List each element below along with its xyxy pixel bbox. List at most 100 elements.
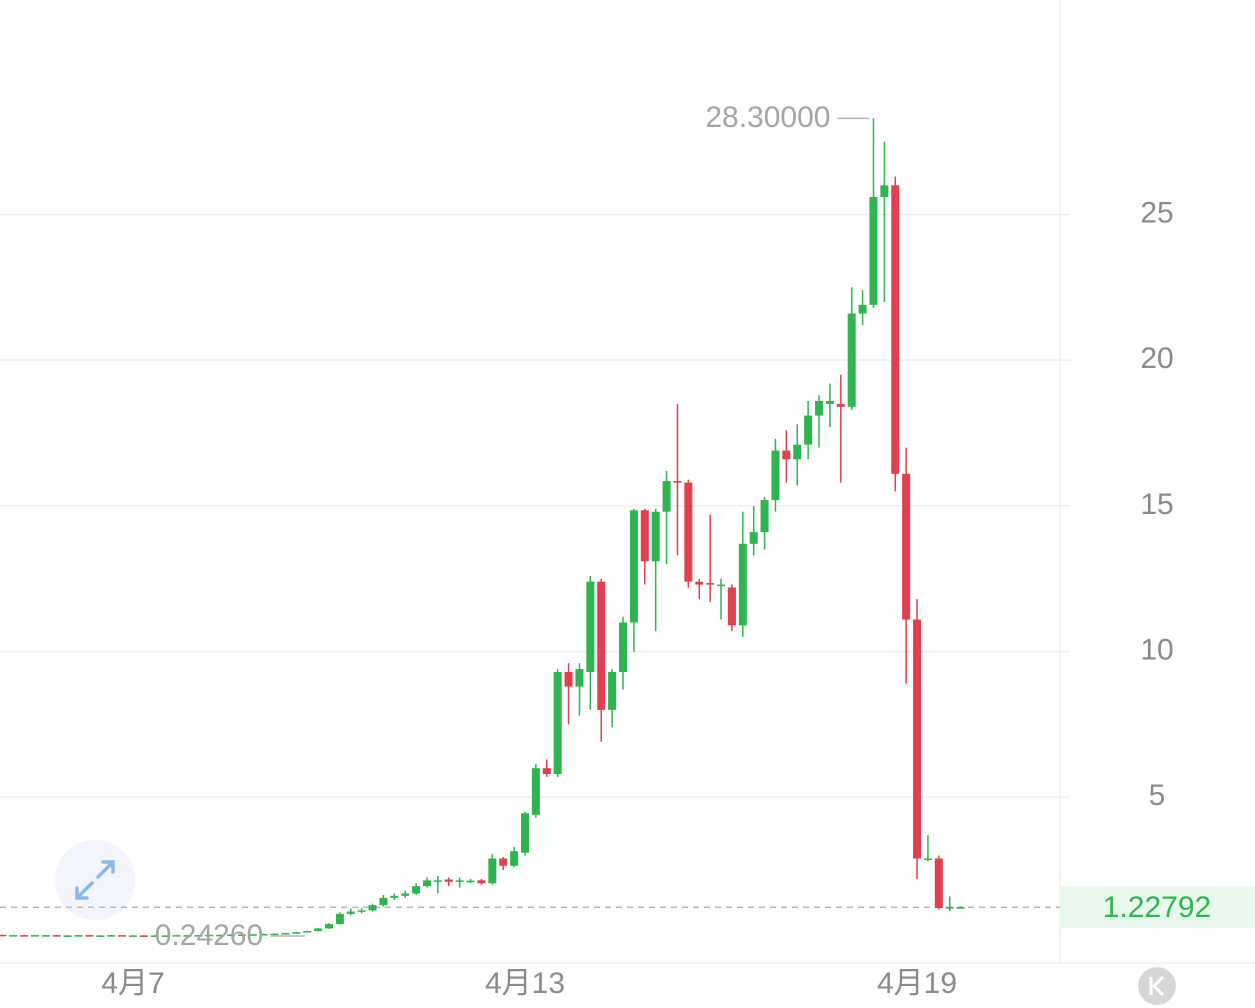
candle-body (205, 934, 214, 937)
candle-body (216, 934, 225, 937)
y-tick-label: 15 (1140, 488, 1173, 521)
candle-body (575, 669, 584, 687)
candle-body (248, 934, 257, 936)
candle-body (553, 671, 562, 774)
candle-body (314, 928, 323, 932)
candle-body (717, 584, 726, 587)
y-tick-label: 10 (1140, 634, 1173, 667)
candle-body (390, 895, 399, 898)
y-tick-label: 20 (1140, 342, 1173, 375)
expand-circle (55, 840, 135, 920)
candle-body (836, 403, 845, 407)
candle-body (63, 935, 72, 937)
candle-body (357, 910, 366, 912)
candle-body (20, 935, 29, 937)
candle-body (825, 400, 834, 404)
candle-body (30, 935, 39, 937)
candle-body (749, 532, 758, 544)
y-tick-label: 25 (1140, 196, 1173, 229)
candle-body (433, 880, 442, 882)
candle-body (651, 511, 660, 562)
candle-body (422, 880, 431, 887)
candle-body (738, 543, 747, 626)
candle-body (183, 935, 192, 937)
collapse-button[interactable] (1138, 967, 1176, 1005)
candle-body (477, 880, 486, 884)
candle-body (118, 935, 127, 937)
candle-body (194, 935, 203, 937)
candle-body (335, 913, 344, 925)
candle-body (597, 581, 606, 710)
candle-body (455, 880, 464, 882)
candle-body (923, 858, 932, 860)
min-marker-label: 0.24260 (155, 919, 263, 952)
candle-body (281, 933, 290, 935)
expand-icon (75, 860, 115, 900)
last-price-box (1060, 886, 1255, 929)
candle-body (706, 583, 715, 585)
candle-body (510, 851, 519, 866)
candle-body (466, 880, 475, 883)
candle-body (270, 933, 279, 936)
candle-body (139, 935, 148, 937)
candle-body (412, 886, 421, 894)
candle-body (684, 482, 693, 582)
collapse-circle (1138, 967, 1176, 1005)
candle-body (107, 935, 116, 937)
candle-body (259, 933, 268, 936)
candle-body (956, 907, 965, 909)
candle-body (847, 313, 856, 407)
candle-body (760, 500, 769, 533)
candle-body (869, 196, 878, 305)
candle-body (815, 400, 824, 416)
candle-body (629, 510, 638, 623)
candle-body (150, 935, 159, 937)
collapse-icon (1149, 975, 1165, 997)
candle-body (934, 858, 943, 909)
candle-body (128, 935, 137, 937)
candle-body (9, 935, 18, 937)
candle-body (662, 481, 671, 512)
candles (0, 118, 965, 937)
candle-body (727, 587, 736, 626)
candle-body (368, 905, 377, 911)
candle-body (945, 907, 954, 909)
x-tick-label: 4月7 (101, 967, 164, 1000)
expand-button[interactable] (55, 840, 135, 920)
candle-body (793, 444, 802, 460)
candle-body (619, 622, 628, 672)
candle-body (346, 911, 355, 914)
candle-body (771, 450, 780, 501)
candle-body (161, 935, 170, 937)
candle-body (172, 935, 181, 937)
candle-body (499, 858, 508, 866)
candle-body (96, 935, 105, 937)
candle-body (85, 935, 94, 937)
candle-body (226, 934, 235, 937)
candle-body (521, 813, 529, 853)
candle-body (586, 581, 595, 672)
y-tick-label: 5 (1149, 779, 1166, 812)
candle-body (237, 934, 246, 937)
candle-body (542, 768, 551, 774)
candle-body (858, 304, 867, 314)
x-tick-label: 4月13 (485, 967, 565, 1000)
candle-body (782, 450, 791, 460)
candle-body (564, 671, 573, 687)
candle-body (324, 924, 333, 929)
candle-body (292, 932, 301, 934)
candle-body (0, 934, 7, 937)
candle-body (531, 768, 540, 815)
candle-body (640, 510, 649, 562)
candle-body (608, 671, 617, 710)
candle-body (804, 415, 813, 445)
candle-body (303, 931, 312, 933)
candle-body (902, 473, 911, 620)
candle-body (52, 935, 61, 937)
candle-body (880, 185, 889, 197)
candle-body (401, 893, 410, 896)
candle-body (488, 858, 497, 884)
candle-body (41, 935, 50, 937)
